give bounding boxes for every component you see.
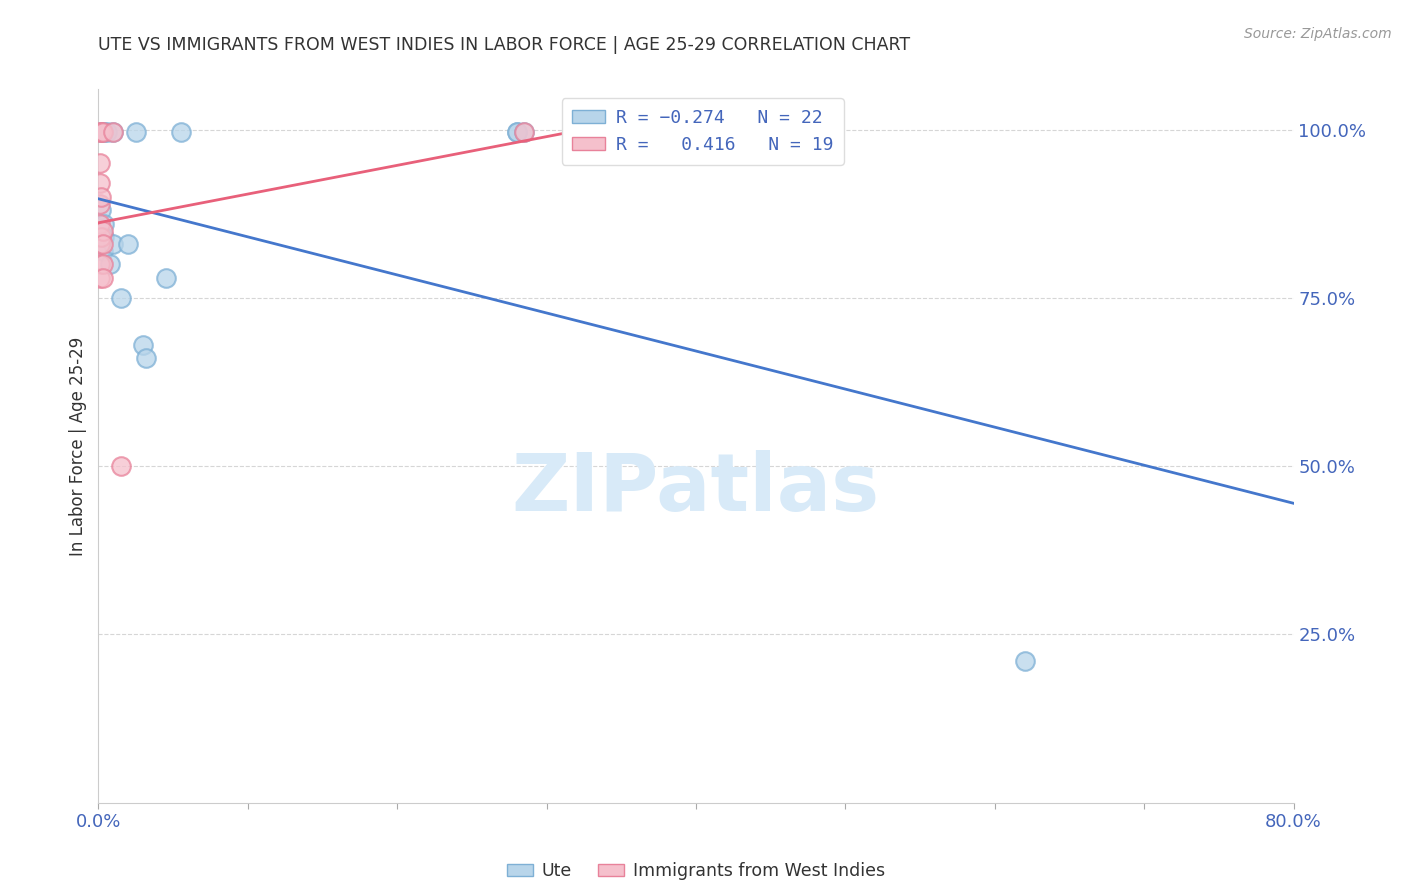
Point — [89, 156, 111, 170]
Point — [93, 125, 115, 139]
Point — [513, 125, 536, 139]
Y-axis label: In Labor Force | Age 25-29: In Labor Force | Age 25-29 — [69, 336, 87, 556]
Point — [89, 270, 111, 285]
Point — [155, 270, 177, 285]
Point — [89, 237, 111, 252]
Point — [100, 257, 122, 271]
Point — [91, 244, 114, 258]
Point — [91, 230, 114, 244]
Point — [91, 257, 114, 271]
Point — [91, 270, 114, 285]
Point — [132, 338, 155, 352]
Point — [96, 125, 118, 139]
Point — [93, 217, 115, 231]
Point — [125, 125, 148, 139]
Point — [91, 125, 114, 139]
Point — [90, 203, 112, 218]
Point — [93, 230, 115, 244]
Legend: Ute, Immigrants from West Indies: Ute, Immigrants from West Indies — [501, 855, 891, 887]
Point — [90, 125, 112, 139]
Text: ZIPatlas: ZIPatlas — [512, 450, 880, 528]
Point — [89, 177, 111, 191]
Point — [90, 125, 112, 139]
Point — [89, 196, 111, 211]
Point — [169, 125, 191, 139]
Point — [89, 257, 111, 271]
Point — [90, 190, 112, 204]
Point — [103, 125, 125, 139]
Point — [89, 125, 111, 139]
Point — [506, 125, 529, 139]
Text: Source: ZipAtlas.com: Source: ZipAtlas.com — [1244, 27, 1392, 41]
Point — [89, 217, 111, 231]
Point — [513, 125, 536, 139]
Point — [110, 291, 132, 305]
Point — [90, 230, 112, 244]
Point — [1014, 655, 1036, 669]
Point — [103, 125, 125, 139]
Text: UTE VS IMMIGRANTS FROM WEST INDIES IN LABOR FORCE | AGE 25-29 CORRELATION CHART: UTE VS IMMIGRANTS FROM WEST INDIES IN LA… — [98, 36, 911, 54]
Point — [91, 223, 114, 237]
Point — [506, 125, 529, 139]
Point — [91, 237, 114, 252]
Point — [117, 237, 139, 252]
Point — [135, 351, 157, 366]
Point — [103, 237, 125, 252]
Point — [110, 459, 132, 474]
